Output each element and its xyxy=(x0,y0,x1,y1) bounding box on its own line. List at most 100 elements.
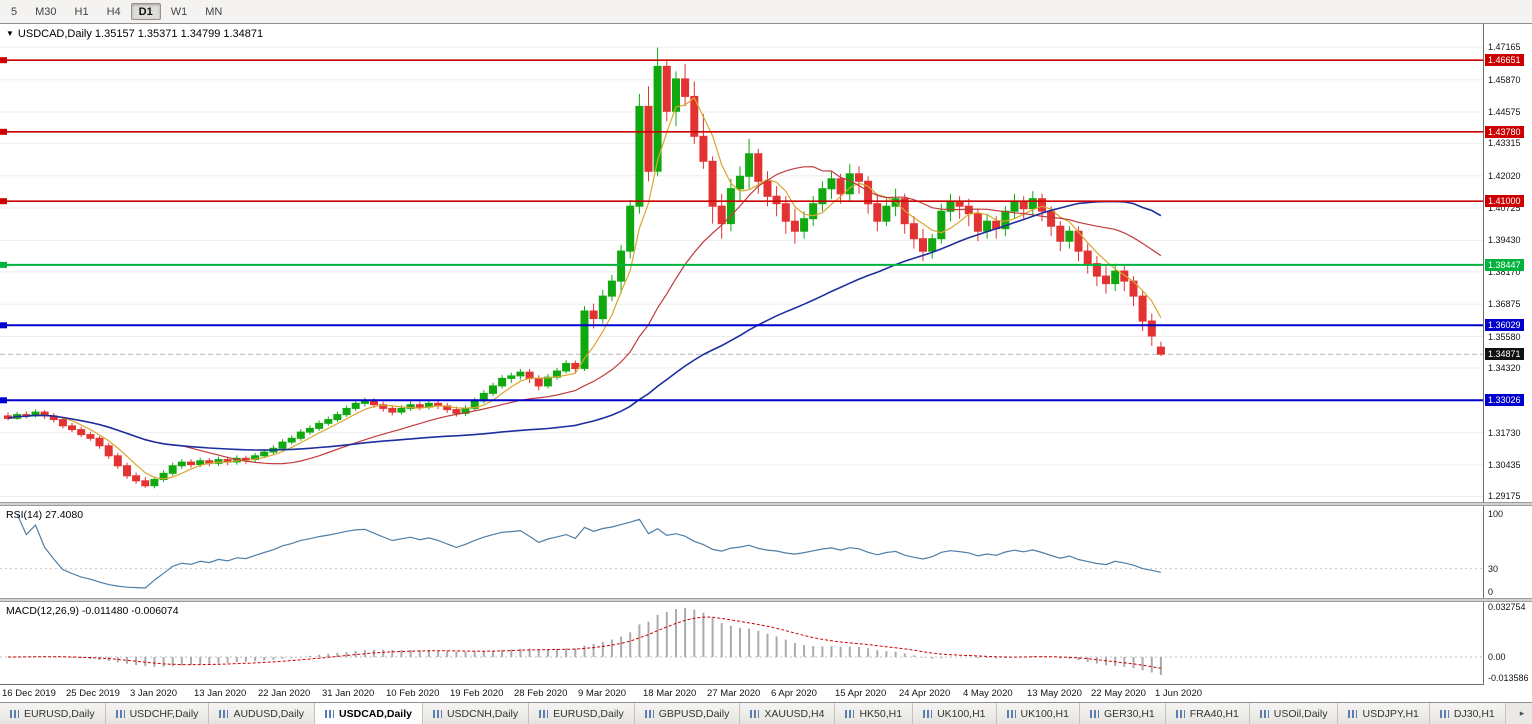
tab-gbpusd-daily[interactable]: GBPUSD,Daily xyxy=(634,703,741,724)
price-axis: 1.47165 1.45870 1.44575 1.43315 1.42020 1.407… xyxy=(1483,24,1532,685)
chart-title: ▼ USDCAD,Daily 1.35157 1.35371 1.34799 1.… xyxy=(6,28,263,40)
timeframe-button-5[interactable]: 5 xyxy=(11,6,18,18)
hline-left-marker xyxy=(0,198,7,205)
chart-icon xyxy=(1348,709,1358,718)
tab-usdchf-daily[interactable]: USDCHF,Daily xyxy=(105,703,210,724)
panel-divider[interactable] xyxy=(0,502,1532,506)
tab-scroll-right-button[interactable]: ▸ xyxy=(1519,708,1525,718)
tab-eurusd-daily[interactable]: EURUSD,Daily xyxy=(529,703,635,724)
tab-ger30-h1[interactable]: GER30,H1 xyxy=(1079,703,1166,724)
tab-label: UK100,H1 xyxy=(1020,707,1069,720)
timeframe-button-m30[interactable]: M30 xyxy=(35,6,57,18)
tab-audusd-daily[interactable]: AUDUSD,Daily xyxy=(209,703,316,724)
chart-icon xyxy=(1175,709,1185,718)
chart-icon xyxy=(1006,709,1016,718)
panel-divider[interactable] xyxy=(0,598,1532,602)
date-label: 25 Dec 2019 xyxy=(66,688,120,699)
macd-panel[interactable]: MACD(12,26,9) -0.011480 -0.006074 xyxy=(0,602,1483,684)
tab-label: USDCNH,Daily xyxy=(446,707,519,720)
rsi-chart[interactable] xyxy=(0,506,1483,598)
tab-label: USDJPY,H1 xyxy=(1362,707,1419,720)
ma-mid-line xyxy=(7,166,1162,465)
price-axis-label: 1.42020 xyxy=(1488,170,1521,181)
price-axis-label: 1.40725 xyxy=(1488,203,1521,214)
chart-icon xyxy=(750,709,760,718)
chart-icon xyxy=(644,709,654,718)
tab-label: USDCAD,Daily xyxy=(339,707,412,720)
macd-signal-line xyxy=(8,616,1161,669)
chart-icon xyxy=(1439,709,1449,718)
hline-left-marker xyxy=(0,397,7,404)
tab-label: AUDUSD,Daily xyxy=(233,707,305,720)
chart-icon xyxy=(10,709,19,718)
macd-label: MACD(12,26,9) -0.011480 -0.006074 xyxy=(6,605,179,617)
tab-usdjpy-h1[interactable]: USDJPY,H1 xyxy=(1338,703,1430,724)
price-axis-label: 1.43315 xyxy=(1488,138,1521,149)
hline-left-marker xyxy=(0,57,7,64)
tab-label: USOil,Daily xyxy=(1273,707,1328,720)
tab-uk100-h1[interactable]: UK100,H1 xyxy=(913,703,997,724)
date-label: 6 Apr 2020 xyxy=(771,688,817,699)
timeframe-button-d1[interactable]: D1 xyxy=(130,3,161,20)
price-axis-label: 1.45870 xyxy=(1488,74,1521,85)
date-label: 10 Feb 2020 xyxy=(386,688,440,699)
chart-icon xyxy=(219,709,229,718)
tab-hk50-h1[interactable]: HK50,H1 xyxy=(835,703,914,724)
rsi-axis-label: 30 xyxy=(1488,563,1499,574)
tab-label: EURUSD,Daily xyxy=(553,707,624,720)
date-label: 19 Feb 2020 xyxy=(450,688,504,699)
rsi-line xyxy=(16,513,1162,589)
hline-left-marker xyxy=(0,261,7,268)
timeframe-toolbar: 5 M30 H1 H4 D1 W1 MN xyxy=(0,0,1532,24)
timeframe-button-h4[interactable]: H4 xyxy=(106,6,121,18)
main-chart-panel[interactable]: ▼ USDCAD,Daily 1.35157 1.35371 1.34799 1.… xyxy=(0,24,1483,502)
chart-icon xyxy=(325,709,335,718)
chart-icon xyxy=(115,709,125,718)
date-label: 24 Apr 2020 xyxy=(899,688,951,699)
date-label: 22 Jan 2020 xyxy=(258,688,311,699)
timeframe-button-mn[interactable]: MN xyxy=(205,6,223,18)
symbol-dropdown-icon[interactable]: ▼ xyxy=(6,29,14,38)
tab-label: EURUSD,Daily xyxy=(24,707,95,720)
tab-uk100-h1[interactable]: UK100,H1 xyxy=(996,703,1080,724)
date-axis: 16 Dec 2019 25 Dec 2019 3 Jan 2020 13 Jan 2… xyxy=(0,684,1483,703)
price-axis-label: 1.39430 xyxy=(1488,235,1521,246)
price-axis-label: 1.29175 xyxy=(1488,491,1521,502)
tab-fra40-h1[interactable]: FRA40,H1 xyxy=(1165,703,1250,724)
timeframe-button-h1[interactable]: H1 xyxy=(74,6,89,18)
date-label: 4 May 2020 xyxy=(963,688,1013,699)
candlestick-chart[interactable] xyxy=(0,24,1483,502)
tab-usdcad-daily[interactable]: USDCAD,Daily xyxy=(315,703,423,724)
chart-title-text: USDCAD,Daily 1.35157 1.35371 1.34799 1.3… xyxy=(17,28,264,40)
chart-icon xyxy=(923,709,933,718)
hline-price-tag: 1.41000 xyxy=(1485,195,1524,207)
date-label: 22 May 2020 xyxy=(1091,688,1146,699)
tab-label: XAUUSD,H4 xyxy=(764,707,825,720)
tab-label: DJ30,H1 xyxy=(1453,707,1495,720)
price-axis-label: 1.35580 xyxy=(1488,331,1521,342)
macd-chart[interactable] xyxy=(0,602,1483,684)
rsi-axis-label: 0 xyxy=(1488,587,1494,597)
date-label: 9 Mar 2020 xyxy=(578,688,627,699)
tab-eurusd-daily[interactable]: EURUSD,Daily xyxy=(0,703,106,724)
tab-dj30-h1[interactable]: DJ30,H1 xyxy=(1429,703,1506,724)
chart-icon xyxy=(845,709,855,718)
price-axis-label: 1.36875 xyxy=(1488,299,1521,310)
tab-usdcnh-daily[interactable]: USDCNH,Daily xyxy=(422,703,530,724)
date-label: 31 Jan 2020 xyxy=(322,688,375,699)
tab-xauusd-h4[interactable]: XAUUSD,H4 xyxy=(740,703,836,724)
timeframe-button-w1[interactable]: W1 xyxy=(170,6,188,18)
price-axis-label: 1.47165 xyxy=(1488,42,1521,53)
date-label: 16 Dec 2019 xyxy=(2,688,56,699)
rsi-panel[interactable]: RSI(14) 27.4080 xyxy=(0,506,1483,598)
tab-usoil-daily[interactable]: USOil,Daily xyxy=(1249,703,1339,724)
date-label: 3 Jan 2020 xyxy=(130,688,178,699)
chart-icon xyxy=(1259,709,1269,718)
tab-label: HK50,H1 xyxy=(859,707,903,720)
candles xyxy=(4,47,1165,489)
chart-tab-bar: EURUSD,Daily USDCHF,Daily AUDUSD,Daily USDC… xyxy=(0,702,1532,724)
tab-label: GER30,H1 xyxy=(1103,707,1155,720)
tab-label: USDCHF,Daily xyxy=(129,707,199,720)
hline-price-tag: 1.36029 xyxy=(1485,319,1524,331)
hline-price-tag: 1.33026 xyxy=(1485,394,1524,406)
